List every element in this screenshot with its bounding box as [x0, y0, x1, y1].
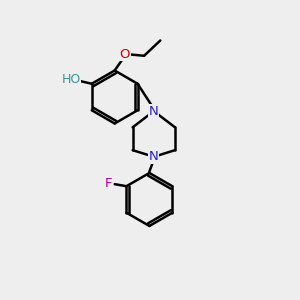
Text: HO: HO: [61, 73, 81, 86]
Text: F: F: [105, 177, 112, 190]
Text: O: O: [120, 48, 130, 61]
Text: N: N: [149, 150, 159, 163]
Text: N: N: [149, 105, 159, 118]
